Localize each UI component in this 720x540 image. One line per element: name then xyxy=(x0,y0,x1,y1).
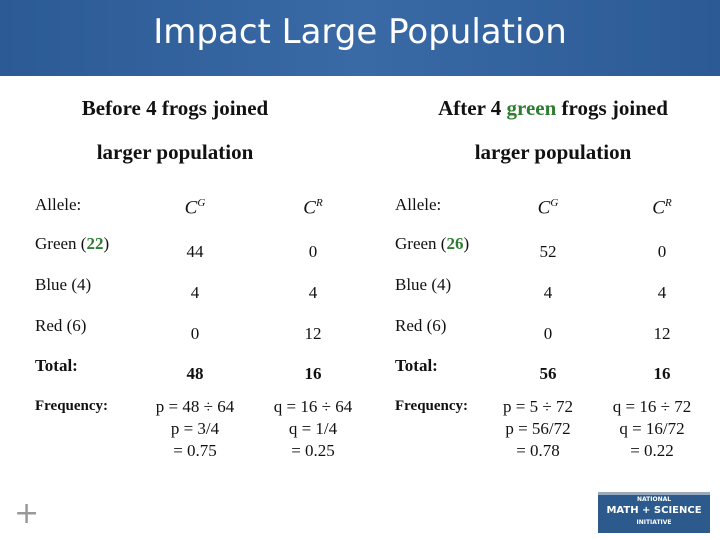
label-part: Red (6) xyxy=(35,316,87,335)
cell-value: 16 xyxy=(653,364,671,383)
label-part: Green ( xyxy=(395,234,447,253)
panel-heading: larger population xyxy=(388,140,718,165)
allele-sup: G xyxy=(550,197,559,209)
frequency-line: = 0.22 xyxy=(630,441,674,460)
heading-part: green xyxy=(506,96,557,120)
cell-value: 4 xyxy=(190,283,200,302)
logo-text: INITIATIVE xyxy=(636,519,672,526)
frequency-cell: q = 16 ÷ 64 q = 1/4 = 0.25 xyxy=(253,396,373,462)
title: Impact Large Population xyxy=(153,12,567,52)
cell-value: 16 xyxy=(304,364,322,383)
cell-value: 44 xyxy=(186,242,204,261)
frequency-label: Frequency: xyxy=(395,398,469,414)
frequency-line: = 0.75 xyxy=(173,441,217,460)
frequency-line: = 0.78 xyxy=(516,441,560,460)
frequency-line: = 0.25 xyxy=(291,441,335,460)
row-label: Green (22) xyxy=(35,234,109,254)
heading-part: larger population xyxy=(474,140,632,164)
header-label: Allele: xyxy=(35,195,82,214)
allele-sup: R xyxy=(664,197,672,209)
label-part: ) xyxy=(103,234,110,253)
allele-header: CG xyxy=(165,197,225,219)
row-label: Total: xyxy=(35,356,78,376)
row-label: Total: xyxy=(395,356,438,376)
frequency-line: q = 16/72 xyxy=(619,419,685,438)
label-part: Red (6) xyxy=(395,316,447,335)
frequency-line: q = 16 ÷ 64 xyxy=(273,397,353,416)
label-part: 26 xyxy=(446,234,464,253)
allele-header: CG xyxy=(518,197,578,219)
row-label: Red (6) xyxy=(35,316,86,336)
cell-value: 4 xyxy=(543,283,553,302)
frequency-line: p = 5 ÷ 72 xyxy=(503,397,573,416)
cell-value: 4 xyxy=(308,283,318,302)
plus-icon: + xyxy=(14,496,40,531)
frequency-line: p = 3/4 xyxy=(170,419,220,438)
title-band xyxy=(0,0,720,76)
heading-part: frogs joined xyxy=(556,96,668,120)
frequency-cell: q = 16 ÷ 72 q = 16/72 = 0.22 xyxy=(592,396,712,462)
allele-header: CR xyxy=(283,197,343,219)
panel-heading: After 4 green frogs joined xyxy=(388,96,718,121)
heading-part: larger population xyxy=(96,140,254,164)
panel-heading: Before 4 frogs joined xyxy=(10,96,340,121)
heading-part: After 4 xyxy=(438,96,507,120)
heading-part: Before 4 frogs joined xyxy=(81,96,269,120)
row-label: Green (26) xyxy=(395,234,469,254)
label-part: Total: xyxy=(35,356,78,375)
logo-text: NATIONAL xyxy=(636,496,672,503)
header-label: Allele: xyxy=(395,195,442,214)
logo: NATIONAL MATH + SCIENCE INITIATIVE xyxy=(598,492,710,533)
row-label: Blue (4) xyxy=(395,275,451,295)
frequency-line: p = 56/72 xyxy=(505,419,571,438)
label-part: 22 xyxy=(86,234,104,253)
cell-value: 12 xyxy=(653,324,671,343)
cell-value: 4 xyxy=(657,283,667,302)
cell-value: 56 xyxy=(539,364,557,383)
cell-value: 0 xyxy=(308,242,318,261)
label-part: Blue (4) xyxy=(35,275,92,294)
frequency-line: q = 1/4 xyxy=(288,419,338,438)
frequency-line: p = 48 ÷ 64 xyxy=(155,397,235,416)
cell-value: 0 xyxy=(190,324,200,343)
allele-header: CR xyxy=(632,197,692,219)
label-part: Blue (4) xyxy=(395,275,452,294)
allele-sup: R xyxy=(315,197,323,209)
label-part: ) xyxy=(463,234,470,253)
frequency-cell: p = 5 ÷ 72 p = 56/72 = 0.78 xyxy=(478,396,598,462)
frequency-line: q = 16 ÷ 72 xyxy=(612,397,692,416)
frequency-cell: p = 48 ÷ 64 p = 3/4 = 0.75 xyxy=(135,396,255,462)
label-part: Total: xyxy=(395,356,438,375)
logo-text: MATH + SCIENCE xyxy=(606,505,702,516)
allele-base: C xyxy=(303,197,316,219)
allele-sup: G xyxy=(197,197,206,209)
label-part: Green ( xyxy=(35,234,87,253)
cell-value: 12 xyxy=(304,324,322,343)
allele-base: C xyxy=(184,197,198,219)
cell-value: 0 xyxy=(657,242,667,261)
panel-heading: larger population xyxy=(10,140,340,165)
row-label: Red (6) xyxy=(395,316,446,336)
cell-value: 52 xyxy=(539,242,557,261)
frequency-label: Frequency: xyxy=(35,398,109,414)
cell-value: 0 xyxy=(543,324,553,343)
row-label: Blue (4) xyxy=(35,275,91,295)
allele-base: C xyxy=(652,197,665,219)
cell-value: 48 xyxy=(186,364,204,383)
allele-base: C xyxy=(537,197,551,219)
